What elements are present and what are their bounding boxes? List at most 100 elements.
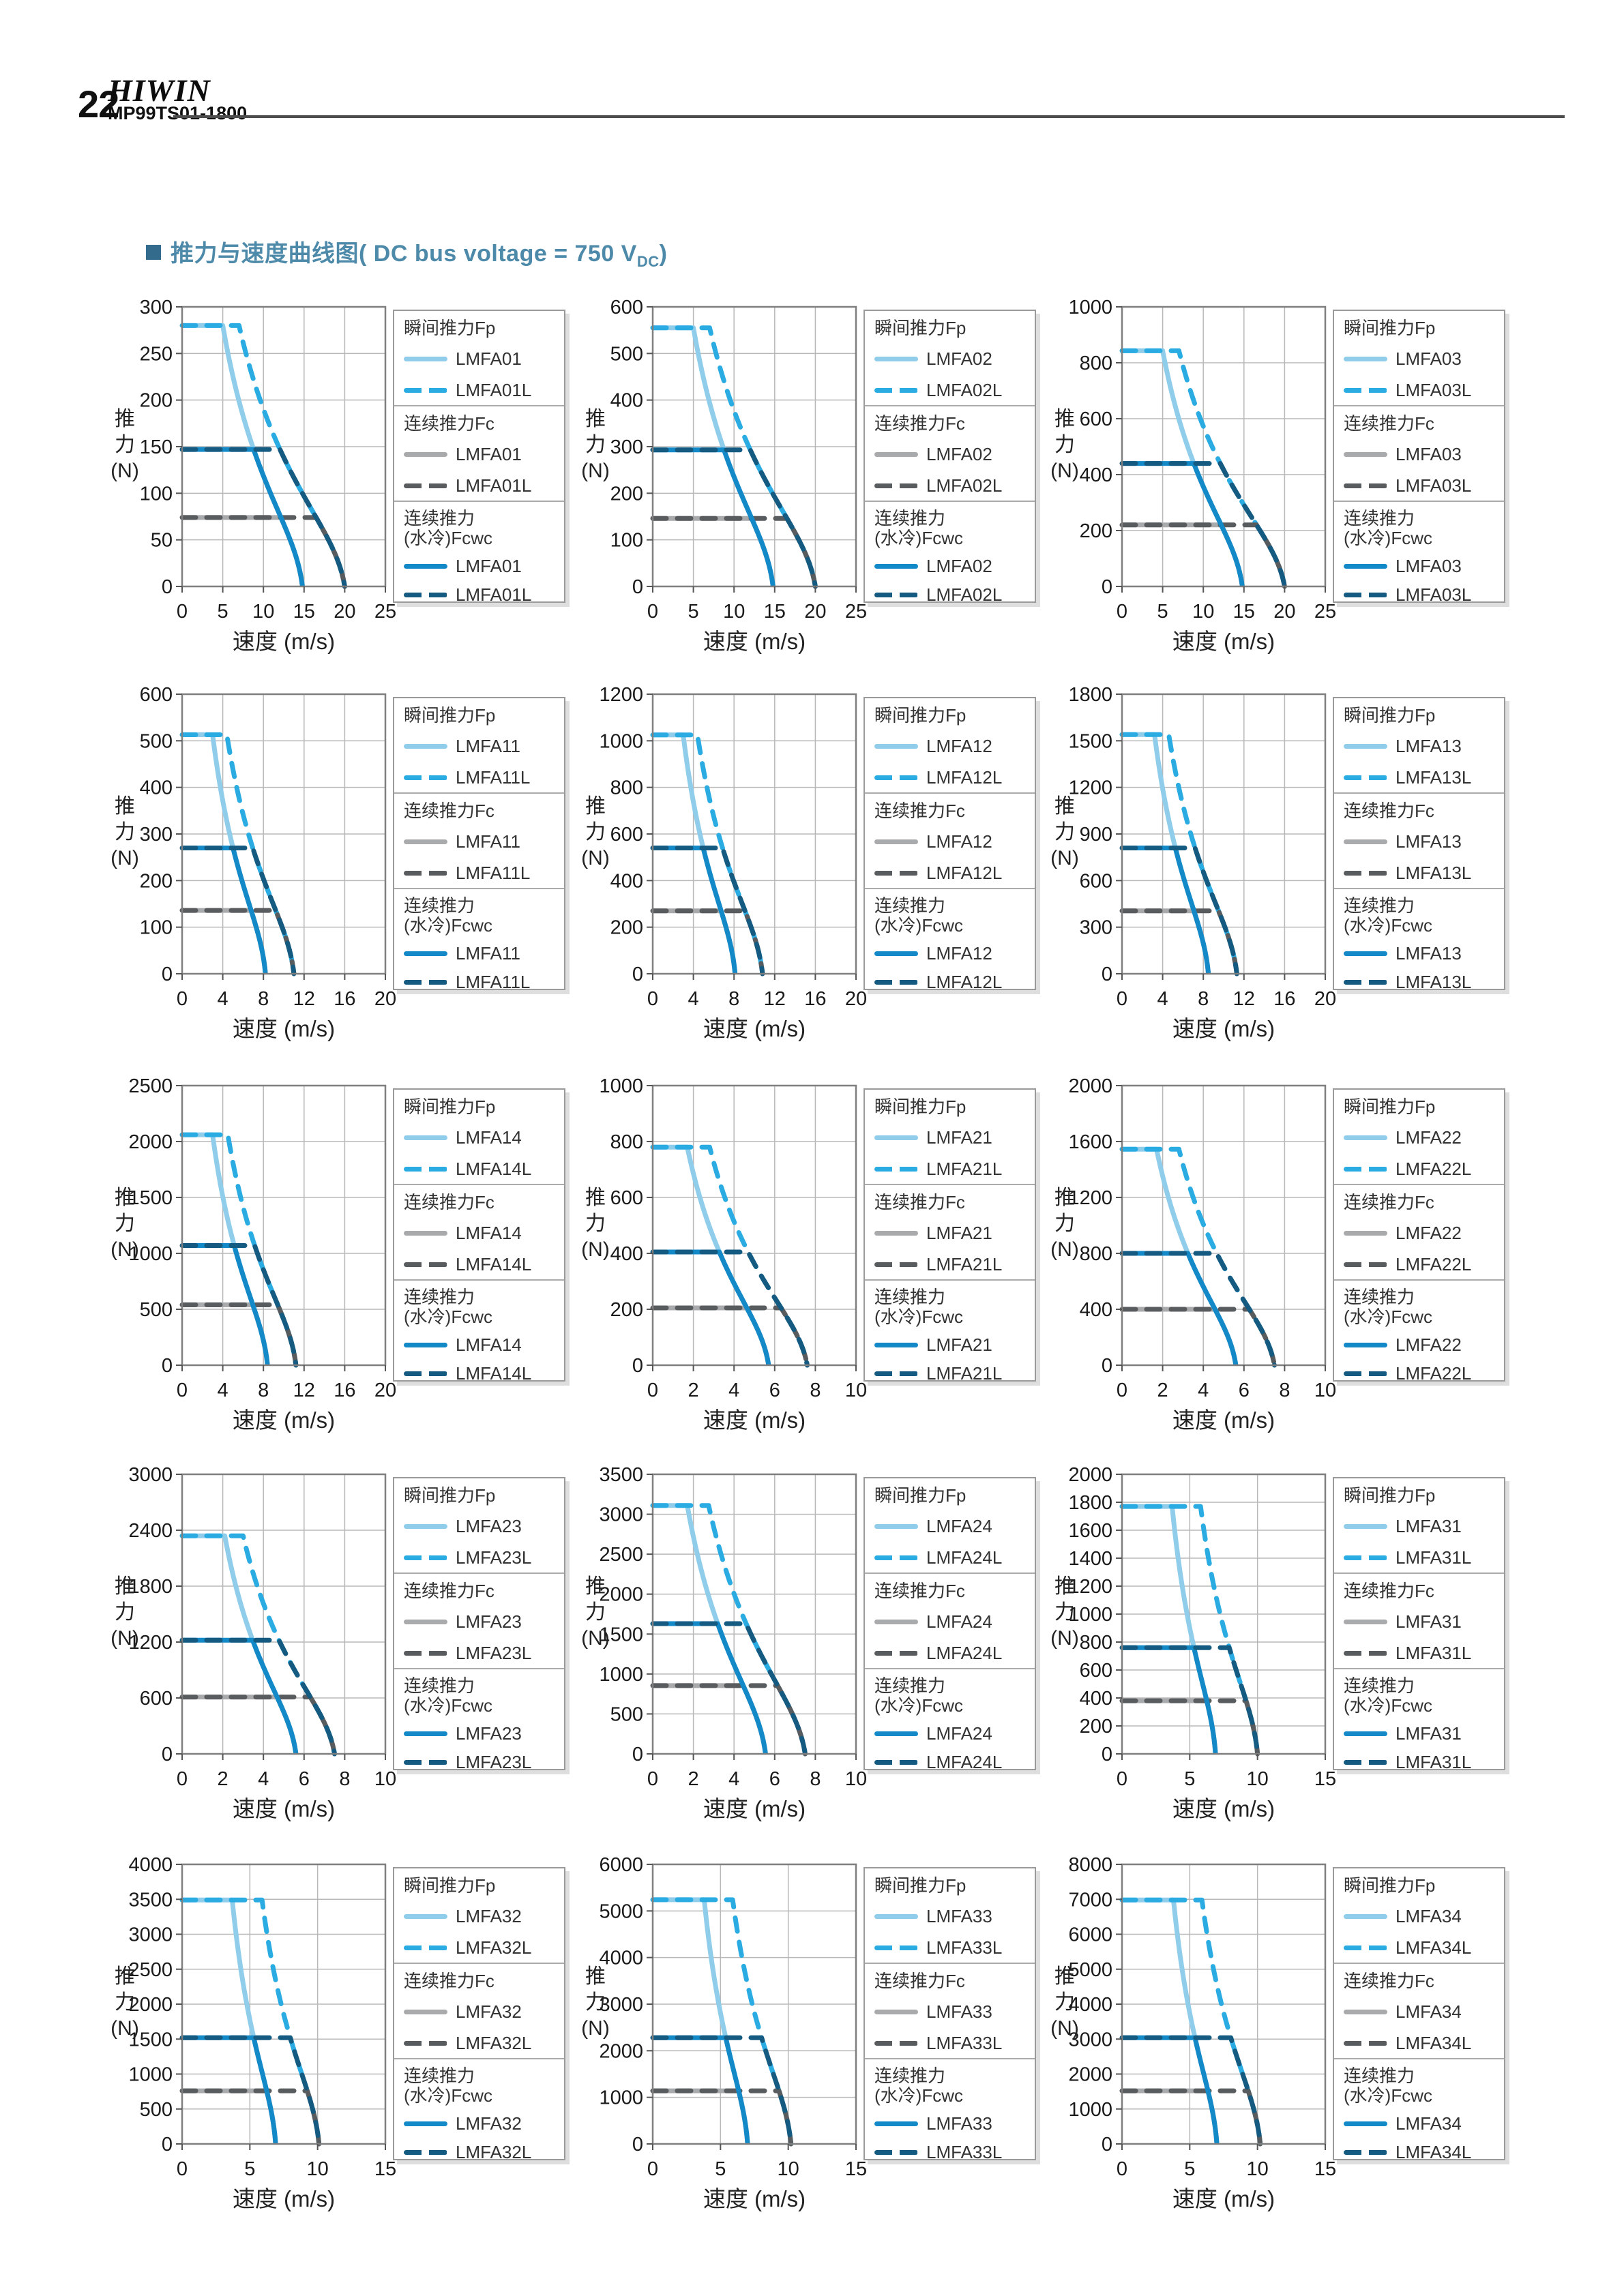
legend-section-fcwc: 连续推力 (水冷)Fcwc LMFA03 LMFA03L — [1334, 501, 1504, 610]
legend-box: 瞬间推力Fp LMFA23 LMFA23L 连续推力Fc LMFA23 — [393, 1477, 565, 1772]
y-tick-label: 600 — [610, 1187, 643, 1209]
legend-entry: LMFA21 — [874, 1335, 1025, 1356]
legend-section-fc: 连续推力Fc LMFA32 LMFA32L — [394, 1963, 564, 2058]
curve-fcwc-solid — [1122, 2035, 1220, 2145]
curve-fc-solid — [653, 2088, 750, 2145]
y-axis-title: 推力 (N) — [581, 795, 610, 869]
legend-label: LMFA14L — [456, 1363, 532, 1384]
fp-solid-line-swatch — [874, 744, 918, 749]
fcwc-solid-line-swatch — [1344, 951, 1387, 956]
y-tick-label: 600 — [1080, 1660, 1112, 1682]
legend-entry: LMFA01L — [404, 584, 555, 606]
legend-box: 瞬间推力Fp LMFA11 LMFA11L 连续推力Fc LMFA11 — [393, 697, 565, 992]
y-axis-title: 推力 (N) — [581, 1187, 610, 1261]
x-tick-label: 4 — [728, 1380, 739, 1401]
square-bullet-icon — [146, 245, 161, 260]
x-axis-title: 速度 (m/s) — [703, 1796, 806, 1821]
legend-section-fp: 瞬间推力Fp LMFA24 LMFA24L — [865, 1478, 1035, 1572]
curve-fc-solid — [182, 2088, 278, 2145]
curve-fcwc-solid — [1122, 846, 1211, 974]
legend-section-fp: 瞬间推力Fp LMFA32 LMFA32L — [394, 1868, 564, 1963]
y-tick-label: 1500 — [599, 1624, 643, 1645]
plot-svg: 0 1000 2000 3000 4000 5000 6000 0 5 10 15 — [599, 1854, 867, 2180]
legend-label: LMFA33 — [926, 2001, 992, 2022]
legend-box: 瞬间推力Fp LMFA02 LMFA02L 连续推力Fc LMFA02 — [863, 310, 1036, 606]
y-tick-label: 0 — [162, 576, 173, 598]
x-tick-label: 6 — [769, 1768, 780, 1790]
legend-entry: LMFA02 — [874, 444, 1025, 465]
legend-entry: LMFA11 — [404, 943, 555, 964]
legend-title-fcwc: 连续推力 — [404, 1675, 475, 1696]
x-tick-label: 0 — [177, 1380, 188, 1401]
curve-fp-dashed — [179, 732, 297, 976]
x-tick-label: 4 — [218, 988, 228, 1010]
tick-labels: 0 300 600 900 1200 1500 1800 0 4 8 12 16 20 — [1068, 684, 1336, 1010]
legend-title-fcwc-line2: (水冷)Fcwc — [1344, 2085, 1432, 2106]
legend-label: LMFA32L — [456, 1937, 532, 1958]
legend-label: LMFA01 — [456, 556, 522, 576]
y-tick-label: 2000 — [1068, 1075, 1112, 1097]
y-tick-label: 800 — [610, 1131, 643, 1153]
y-tick-label: 100 — [140, 483, 173, 505]
curve-fc-dashed — [179, 1302, 299, 1368]
legend-entry: LMFA32 — [404, 1906, 555, 1927]
gridlines — [652, 306, 857, 587]
legend-label: LMFA31 — [1396, 1723, 1462, 1744]
y-axis-title: 推力 (N) — [110, 1575, 139, 1650]
legend-entry: LMFA21L — [874, 1254, 1025, 1275]
legend-label: LMFA31 — [1396, 1516, 1462, 1536]
legend-section-fp: 瞬间推力Fp LMFA22 LMFA22L — [1334, 1090, 1504, 1184]
plot-frame — [1121, 305, 1327, 588]
legend-label: LMFA21 — [926, 1335, 992, 1355]
legend-entry: LMFA03 — [1344, 444, 1494, 465]
x-tick-label: 10 — [1192, 601, 1214, 623]
curve-fcwc-solid — [182, 2035, 278, 2145]
x-tick-label: 20 — [1273, 601, 1295, 623]
y-tick-label: 500 — [140, 1299, 173, 1321]
fc-dashed-line-swatch — [1344, 871, 1387, 876]
x-tick-label: 0 — [1117, 601, 1127, 623]
fcwc-dashed-line-swatch — [404, 1371, 447, 1376]
x-tick-label: 16 — [804, 988, 826, 1010]
legend-label: LMFA31L — [1396, 1752, 1472, 1772]
legend-label: LMFA22 — [1396, 1223, 1462, 1243]
legend-title-fcwc-line2: (水冷)Fcwc — [404, 915, 492, 936]
y-tick-label: 1200 — [128, 1632, 173, 1654]
y-tick-label: 0 — [1102, 1744, 1112, 1765]
legend-label: LMFA24L — [926, 1547, 1003, 1568]
y-axis-title: 推力 (N) — [1050, 408, 1079, 482]
y-tick-label: 500 — [140, 2099, 173, 2121]
tick-labels: 0 100 200 300 400 500 600 0 4 8 12 16 20 — [140, 684, 397, 1010]
x-tick-label: 6 — [299, 1768, 310, 1790]
fp-dashed-line-swatch — [1344, 1945, 1387, 1950]
legend-entry: LMFA23 — [404, 1723, 555, 1744]
y-tick-label: 1200 — [1068, 1187, 1112, 1209]
legend-section-fp: 瞬间推力Fp LMFA21 LMFA21L — [865, 1090, 1035, 1184]
legend-title-fp: 瞬间推力Fp — [874, 1485, 966, 1506]
legend-title-fp: 瞬间推力Fp — [1344, 1875, 1436, 1896]
legend-section-fc: 连续推力Fc LMFA23 LMFA23L — [394, 1572, 564, 1668]
y-axis-title: 推力 (N) — [110, 408, 139, 482]
x-tick-label: 20 — [334, 601, 355, 623]
x-axis-title: 速度 (m/s) — [703, 1016, 806, 1041]
curve-fcwc-solid — [653, 846, 738, 974]
y-tick-label: 3500 — [128, 1889, 173, 1911]
x-tick-label: 8 — [1198, 988, 1209, 1010]
x-tick-label: 20 — [1314, 988, 1336, 1010]
y-axis-title: 推力 (N) — [110, 1187, 139, 1261]
legend-label: LMFA14 — [456, 1223, 522, 1243]
x-tick-label: 0 — [1117, 988, 1127, 1010]
legend-title-fcwc-line2: (水冷)Fcwc — [874, 528, 963, 548]
legend-label: LMFA02L — [926, 475, 1003, 496]
legend-section-fcwc: 连续推力 (水冷)Fcwc LMFA21 LMFA21L — [865, 1279, 1035, 1388]
legend-label: LMFA13 — [1396, 831, 1462, 852]
plot-area: 0 200 400 600 800 1000 0 5 10 15 20 25 — [1068, 297, 1336, 623]
curve-fp-solid — [653, 1897, 750, 2145]
y-tick-label: 500 — [610, 343, 643, 365]
legend-title-fcwc-line2: (水冷)Fcwc — [404, 2085, 492, 2106]
x-tick-label: 10 — [374, 1768, 396, 1790]
legend-section-fc: 连续推力Fc LMFA11 LMFA11L — [394, 792, 564, 888]
curve-fc-dashed — [1119, 1307, 1277, 1368]
legend-title-fp: 瞬间推力Fp — [404, 1485, 496, 1506]
legend-entry: LMFA02L — [874, 584, 1025, 606]
